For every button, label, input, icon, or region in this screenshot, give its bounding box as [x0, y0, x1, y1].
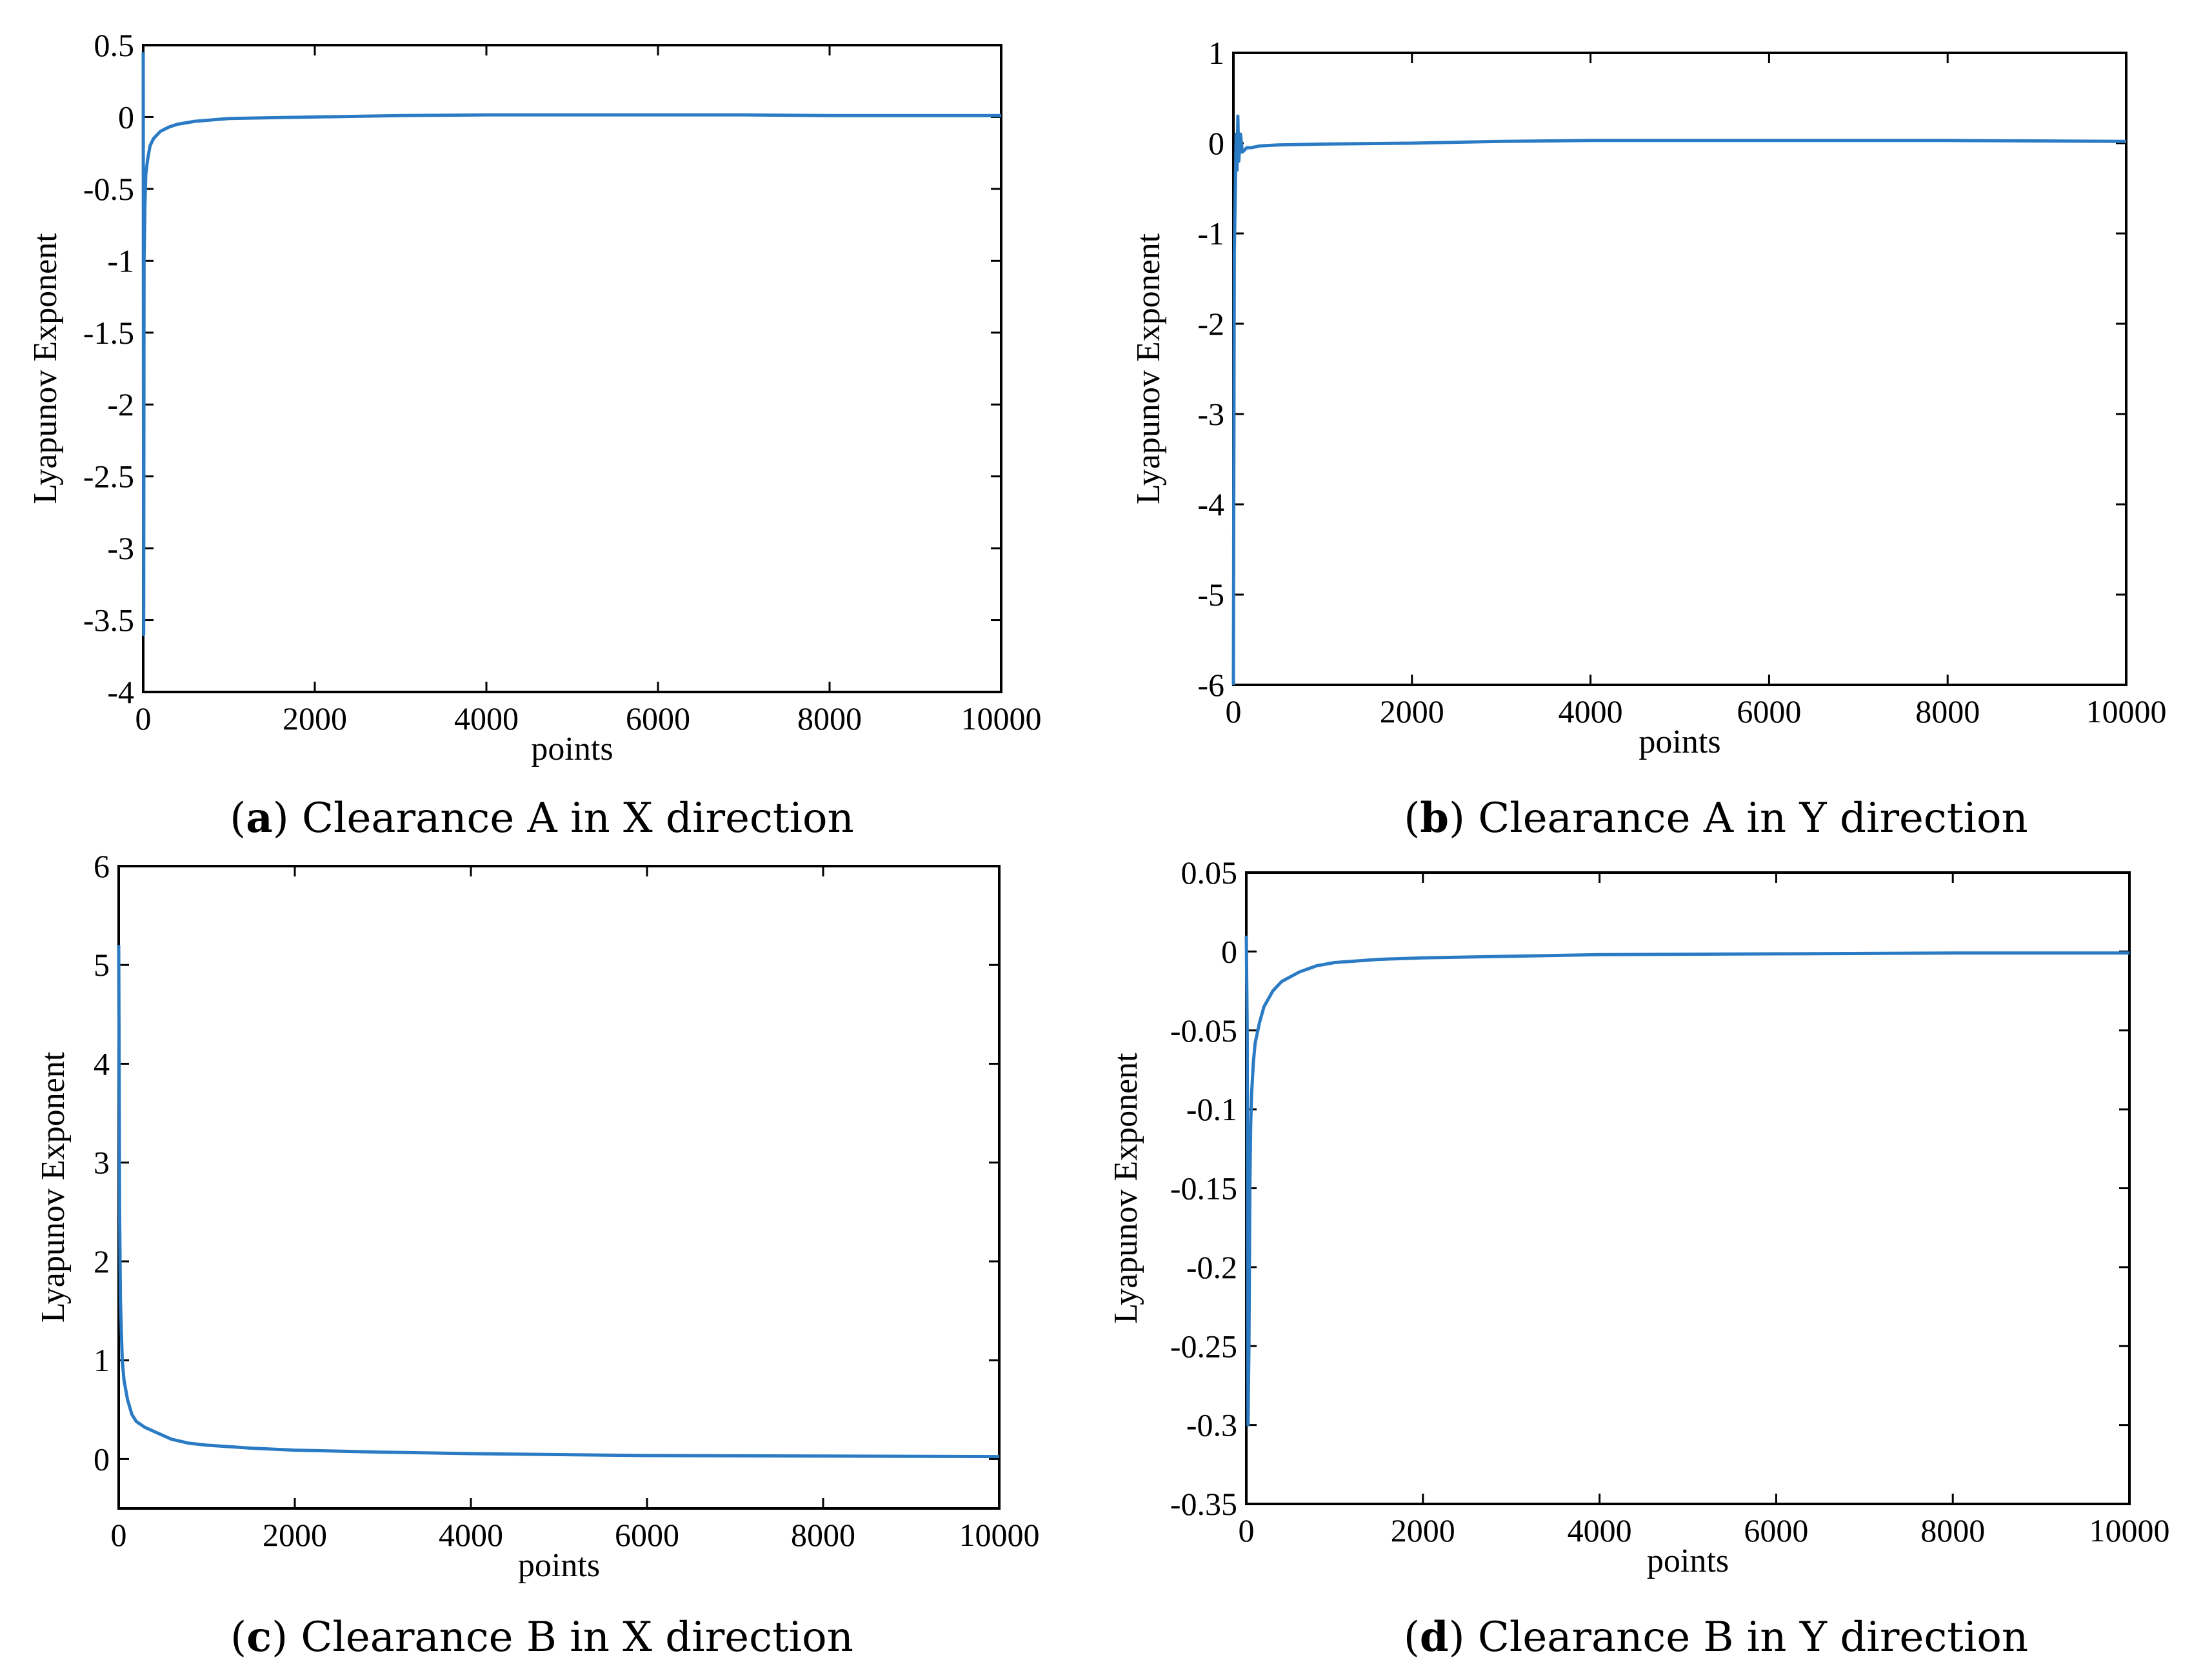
caption-close-paren: )	[1449, 1614, 1478, 1661]
y-tick-label: -2	[107, 386, 134, 422]
x-axis-label: points	[1639, 724, 1720, 760]
panel-a: 0 2000 4000 6000 8000 10000 0.5 0 -0.5 -1 -1.5 -2 -2…	[27, 27, 1042, 842]
x-tick-label: 4000	[454, 700, 519, 736]
caption-text: Clearance A in X direction	[302, 795, 854, 842]
y-axis-label: Lyapunov Exponent	[35, 1051, 72, 1323]
y-tick-label: -0.15	[1170, 1171, 1237, 1207]
y-tick-label: -1.5	[83, 315, 134, 351]
y-tick-label: -3	[1197, 396, 1224, 432]
x-tick-label: 2000	[1391, 1512, 1455, 1548]
caption-text: Clearance B in X direction	[301, 1614, 853, 1661]
panel-b: 0 2000 4000 6000 8000 10000 1 0 -1 -2 -3 -4 -5 -6 poin…	[1130, 35, 2167, 842]
y-axis-label: Lyapunov Exponent	[27, 233, 64, 504]
panel-caption: (c) Clearance B in X direction	[230, 1613, 853, 1661]
plot-frame	[1245, 871, 2131, 1505]
x-axis-label: points	[531, 731, 613, 767]
y-tick-label: -0.25	[1170, 1328, 1237, 1364]
x-tick-label: 10000	[2089, 1512, 2170, 1548]
x-tick-label: 6000	[1744, 1512, 1808, 1548]
caption-open-paren: (	[230, 1614, 246, 1661]
y-tick-label: 1	[1208, 35, 1224, 71]
x-tick-label: 0	[111, 1517, 127, 1553]
y-tick-label: 0	[94, 1441, 110, 1477]
y-tick-label: 0.5	[94, 27, 135, 63]
y-tick-label: 0	[118, 99, 134, 135]
y-tick-label: -2.5	[83, 459, 134, 495]
x-tick-label: 8000	[797, 700, 862, 736]
plot-frame	[1232, 52, 2127, 686]
x-axis-label: points	[1647, 1543, 1729, 1579]
panel-d: 0 2000 4000 6000 8000 10000 0.05 0 -0.05 -0.1 -0.1…	[1108, 855, 2170, 1661]
caption-close-paren: )	[273, 795, 302, 842]
y-tick-label: -5	[1197, 577, 1224, 613]
caption-letter: c	[246, 1613, 272, 1661]
y-tick-label: -0.3	[1186, 1407, 1237, 1443]
y-tick-label: 2	[94, 1243, 110, 1280]
x-tick-label: 0	[1226, 693, 1242, 729]
caption-open-paren: (	[1404, 1614, 1420, 1661]
x-tick-label: 0	[1239, 1512, 1255, 1548]
x-tick-label: 6000	[1737, 693, 1801, 729]
caption-text: Clearance A in Y direction	[1478, 795, 2028, 842]
plot-frame	[117, 865, 1001, 1510]
y-tick-label: 0.05	[1181, 855, 1238, 891]
x-tick-label: 6000	[626, 700, 690, 736]
y-tick-label: -0.1	[1186, 1091, 1237, 1127]
y-tick-label: -0.05	[1170, 1013, 1237, 1049]
caption-close-paren: )	[272, 1614, 301, 1661]
x-tick-label: 10000	[959, 1517, 1040, 1553]
x-tick-label: 6000	[615, 1517, 679, 1553]
series-line	[141, 52, 1001, 637]
x-tick-label: 8000	[791, 1517, 855, 1553]
series-line	[1244, 935, 2129, 1427]
x-tick-label: 0	[135, 700, 152, 736]
panel-caption: (b) Clearance A in Y direction	[1404, 794, 2028, 842]
y-tick-label: -3	[107, 530, 134, 566]
caption-text: Clearance B in Y direction	[1478, 1614, 2028, 1661]
x-tick-label: 2000	[283, 700, 347, 736]
caption-letter: b	[1420, 794, 1449, 842]
y-tick-label: 6	[94, 848, 110, 884]
x-tick-label: 4000	[1559, 693, 1623, 729]
y-tick-label: -0.35	[1170, 1486, 1237, 1522]
y-tick-label: 4	[94, 1045, 110, 1082]
caption-open-paren: (	[230, 795, 246, 842]
y-tick-label: 1	[94, 1342, 110, 1378]
x-axis-label: points	[518, 1547, 600, 1584]
y-tick-label: -1	[1197, 215, 1224, 252]
x-tick-label: 4000	[439, 1517, 503, 1553]
plot-frame	[142, 44, 1002, 693]
caption-letter: a	[246, 794, 272, 842]
caption-close-paren: )	[1449, 795, 1478, 842]
y-axis-label: Lyapunov Exponent	[1130, 233, 1167, 504]
x-tick-label: 10000	[961, 700, 1042, 736]
x-tick-label: 2000	[263, 1517, 327, 1553]
y-tick-label: -0.2	[1186, 1249, 1237, 1285]
panel-caption: (a) Clearance A in X direction	[230, 794, 853, 842]
caption-letter: d	[1420, 1613, 1449, 1661]
panel-caption: (d) Clearance B in Y direction	[1404, 1613, 2028, 1661]
y-tick-label: -4	[107, 674, 134, 710]
y-tick-label: 0	[1221, 933, 1237, 969]
y-axis-label: Lyapunov Exponent	[1108, 1052, 1144, 1324]
caption-open-paren: (	[1404, 795, 1420, 842]
y-tick-label: -6	[1197, 667, 1224, 703]
y-tick-label: 5	[94, 947, 110, 983]
y-tick-label: 3	[94, 1145, 110, 1181]
series-line	[117, 945, 1000, 1459]
y-tick-label: -0.5	[83, 171, 134, 207]
x-tick-label: 8000	[1920, 1512, 1985, 1548]
x-tick-label: 2000	[1380, 693, 1444, 729]
y-tick-label: -3.5	[83, 602, 134, 638]
x-tick-label: 10000	[2086, 693, 2167, 729]
panel-c: 0 2000 4000 6000 8000 10000 6 5 4 3 2 1 0 points Lyapu…	[35, 848, 1040, 1661]
series-line	[1231, 114, 2127, 686]
y-tick-label: 0	[1208, 125, 1224, 161]
y-tick-label: -4	[1197, 486, 1224, 522]
x-tick-label: 8000	[1915, 693, 1980, 729]
y-tick-label: -2	[1197, 306, 1224, 342]
y-tick-label: -1	[107, 242, 134, 279]
x-tick-label: 4000	[1568, 1512, 1632, 1548]
